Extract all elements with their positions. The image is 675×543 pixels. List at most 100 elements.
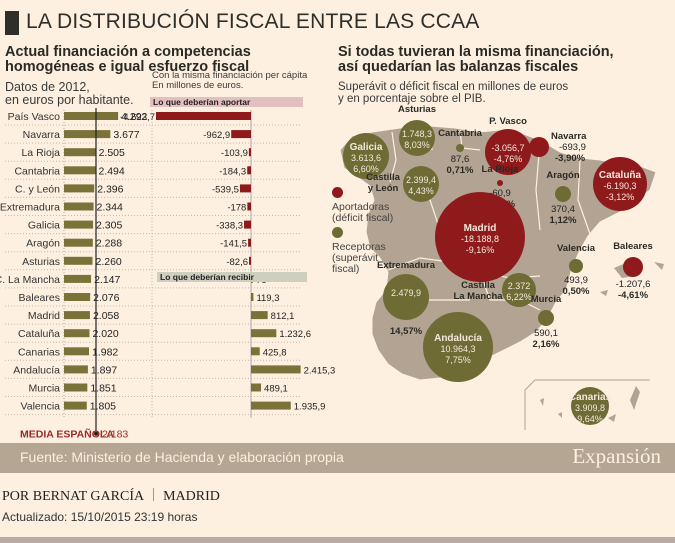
bar: [64, 238, 93, 247]
bar-value-label: 2.344: [97, 202, 123, 214]
bar-value-label: 2.505: [99, 147, 125, 159]
bubble-value: 1.748,3: [402, 129, 432, 139]
legend-surplus-line2: (superávit: [332, 252, 379, 264]
bar-value-label: 2.305: [96, 220, 122, 232]
bar: [64, 148, 96, 157]
bar-value-label: 2.020: [92, 328, 118, 340]
right-title-line1: Si todas tuvieran la misma financiación,: [338, 44, 614, 60]
byline-separator: [153, 488, 155, 501]
bar: [64, 274, 92, 283]
bubble-pct: 14,57%: [390, 326, 423, 337]
bubble-asturias: 1.748,38,03% Asturias: [398, 104, 436, 156]
updated-timestamp: Actualizado: 15/10/2015 23:19 horas: [2, 510, 198, 524]
bubble-pct: 6,22%: [506, 292, 532, 302]
bubble-value: 87,6: [451, 154, 470, 165]
left-subtitle-line1: Datos de 2012,: [5, 80, 90, 94]
bar-value-label: 2.288: [96, 238, 122, 250]
bubble-catalu-a: Cataluña-6.190,3-3,12%: [593, 157, 647, 211]
category-label: Valencia: [21, 401, 61, 413]
bar-value-label: 1.935,9: [294, 402, 326, 413]
legend-surplus-dot: [332, 227, 343, 238]
category-label: Navarra: [23, 129, 61, 141]
bubble-pct: 8,03%: [404, 140, 430, 150]
bubble-value: 2.372: [508, 281, 531, 291]
location: MADRID: [163, 489, 220, 504]
bar-negative: [244, 220, 251, 229]
bar-value-label: 489,1: [264, 384, 288, 395]
bubble-name: Navarra: [551, 131, 587, 142]
bar-value-label: 1.982: [92, 346, 118, 358]
bar-value-label: 2.494: [98, 165, 124, 177]
bar: [64, 184, 95, 193]
bar-negative: [248, 238, 251, 247]
bar-value-label: -4.623,7: [120, 112, 155, 123]
bubble-name: Asturias: [398, 104, 436, 115]
bubble-arag-n: Aragón 370,41,12%: [546, 170, 579, 226]
bubble-pct: 1,12%: [550, 215, 577, 226]
bar-value-label: 1.805: [90, 401, 116, 413]
mid-panel-subtitle: Con la misma financiación per cápita En …: [152, 71, 322, 91]
bubble-cantabria: Cantabria 87,60,71%: [438, 128, 483, 176]
bar: [64, 166, 96, 175]
category-label: Galicia: [28, 220, 60, 232]
bubble-name: Cantabria: [438, 128, 483, 139]
bubble-value: 2.479,9: [391, 288, 421, 298]
right-title-line2: así quedarían las balanzas fiscales: [338, 59, 579, 75]
bar-value-label: 2.147: [94, 274, 120, 286]
legend-surplus-text: Receptoras (superávit fiscal): [332, 242, 386, 275]
bubble-pct: 9,64%: [577, 414, 603, 424]
bubble-name: y León: [368, 183, 399, 194]
left-subtitle-line2: en euros por habitante.: [5, 93, 134, 107]
bubble-circle: [555, 186, 571, 202]
media-label: MEDIA ESPAÑOLA: [20, 428, 114, 441]
bubble-pct: -9,16%: [466, 245, 495, 255]
map-baleares: [600, 262, 664, 296]
right-subtitle-line2: y en porcentaje sobre el PIB.: [338, 93, 486, 105]
bubble-pct: -4,61%: [618, 290, 649, 301]
bubble-madrid: Madrid-18.188,8-9,16%: [435, 192, 525, 282]
bar-value-label: -184,3: [219, 166, 246, 177]
bubble-name: Valencia: [557, 243, 596, 254]
bubble-circle: [399, 120, 435, 156]
bubble-pct: -4,76%: [494, 154, 523, 164]
bubble-value: -693,9: [559, 142, 586, 153]
bubble-circle: [403, 166, 439, 202]
bar-positive: [251, 329, 277, 338]
bar-value-label: -962,9: [203, 130, 230, 141]
bar-value-label: 425,8: [263, 347, 287, 358]
bubble-value: -1.207,6: [616, 279, 651, 290]
bar: [64, 383, 88, 392]
bubble-value: 590,1: [534, 328, 558, 339]
bubble-p-vasco: -3.056,7-4,76% P. Vasco: [485, 116, 531, 175]
bar-value-label: 2.260: [95, 256, 121, 268]
bar-value-label: 1.232,6: [279, 329, 311, 340]
bar: [64, 220, 94, 229]
bar: [64, 401, 87, 410]
category-label: Cantabria: [14, 165, 60, 177]
bar-negative: [247, 202, 251, 211]
bar: [64, 365, 88, 374]
bar-value-label: 1.851: [90, 383, 116, 395]
author: POR BERNAT GARCÍA: [2, 489, 145, 504]
bubble-value: 10.964,3: [440, 344, 475, 354]
bar: [64, 347, 89, 356]
legend-deficit-dot: [332, 187, 343, 198]
category-label: Madrid: [28, 310, 60, 322]
bar: [64, 112, 119, 120]
bar-positive: [251, 311, 268, 320]
bubble-circle: [593, 157, 647, 211]
bar-value-label: 2.415,3: [304, 365, 336, 376]
bar-negative: [247, 166, 251, 175]
article-byline: POR BERNAT GARCÍA MADRID: [2, 488, 220, 505]
bubble-name: Castilla: [461, 280, 496, 291]
bar-value-label: 2.396: [97, 183, 123, 195]
right-panel-title: Si todas tuvieran la misma financiación,…: [338, 45, 668, 75]
bubble-value: 370,4: [551, 204, 575, 215]
bubble-pct: 6,60%: [353, 164, 379, 174]
source-text: Fuente: Ministerio de Hacienda y elabora…: [20, 449, 344, 465]
bubble-name: P. Vasco: [489, 116, 527, 127]
bubble-pct: -3,90%: [555, 153, 586, 164]
expansion-logo: Expansión: [572, 444, 661, 468]
